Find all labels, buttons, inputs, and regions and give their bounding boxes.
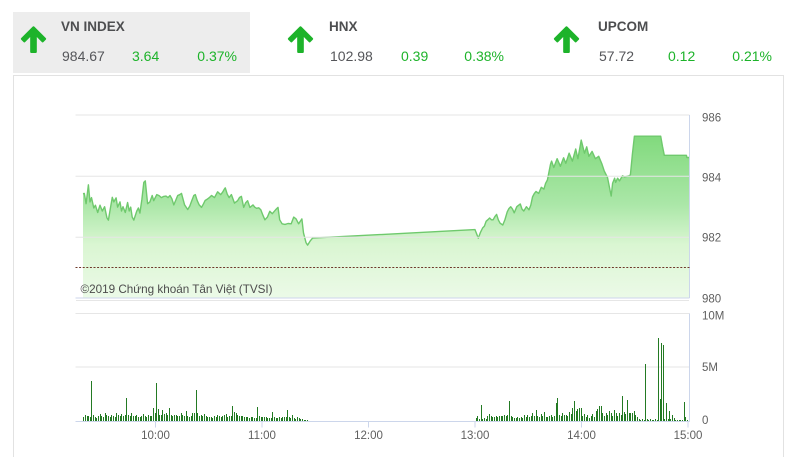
- svg-text:0: 0: [702, 415, 708, 427]
- svg-text:984: 984: [702, 172, 722, 184]
- svg-text:5M: 5M: [702, 362, 718, 374]
- svg-text:10:00: 10:00: [141, 430, 170, 442]
- svg-text:15:00: 15:00: [674, 430, 703, 442]
- svg-text:10M: 10M: [702, 311, 724, 323]
- svg-text:13:00: 13:00: [461, 430, 490, 442]
- svg-text:12:00: 12:00: [354, 430, 383, 442]
- svg-text:986: 986: [702, 113, 721, 125]
- svg-text:982: 982: [702, 232, 721, 244]
- svg-text:11:00: 11:00: [248, 430, 276, 442]
- svg-text:980: 980: [702, 294, 721, 306]
- svg-text:14:00: 14:00: [567, 430, 596, 442]
